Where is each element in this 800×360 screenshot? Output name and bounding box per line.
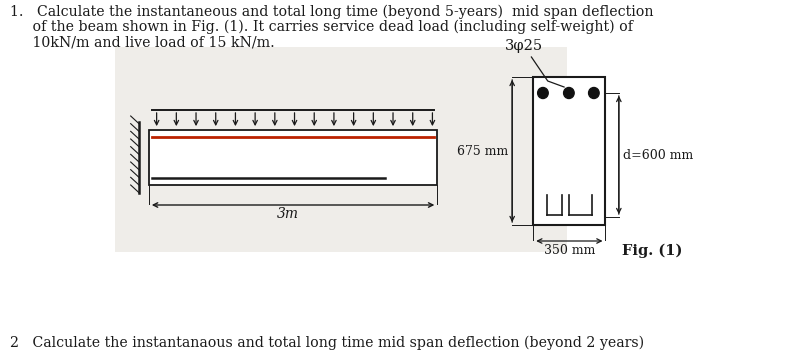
Text: d=600 mm: d=600 mm <box>622 149 693 162</box>
Text: 3φ25: 3φ25 <box>505 39 542 53</box>
Text: Fig. (1): Fig. (1) <box>622 244 682 258</box>
Text: 2   Calculate the instantanaous and total long time mid span deflection (beyond : 2 Calculate the instantanaous and total … <box>10 336 644 350</box>
Text: 675 mm: 675 mm <box>457 144 508 158</box>
Circle shape <box>538 87 548 99</box>
Text: 3m: 3m <box>278 207 299 221</box>
Text: 10kN/m and live load of 15 kN/m.: 10kN/m and live load of 15 kN/m. <box>10 35 274 49</box>
Bar <box>115 47 567 252</box>
Text: 1.   Calculate the instantaneous and total long time (beyond 5-years)  mid span : 1. Calculate the instantaneous and total… <box>10 5 653 19</box>
Text: 350 mm: 350 mm <box>544 244 595 257</box>
Circle shape <box>563 87 574 99</box>
Text: of the beam shown in Fig. (1). It carries service dead load (including self-weig: of the beam shown in Fig. (1). It carrie… <box>10 20 633 35</box>
Bar <box>149 130 438 185</box>
Bar <box>534 77 606 225</box>
Circle shape <box>589 87 599 99</box>
